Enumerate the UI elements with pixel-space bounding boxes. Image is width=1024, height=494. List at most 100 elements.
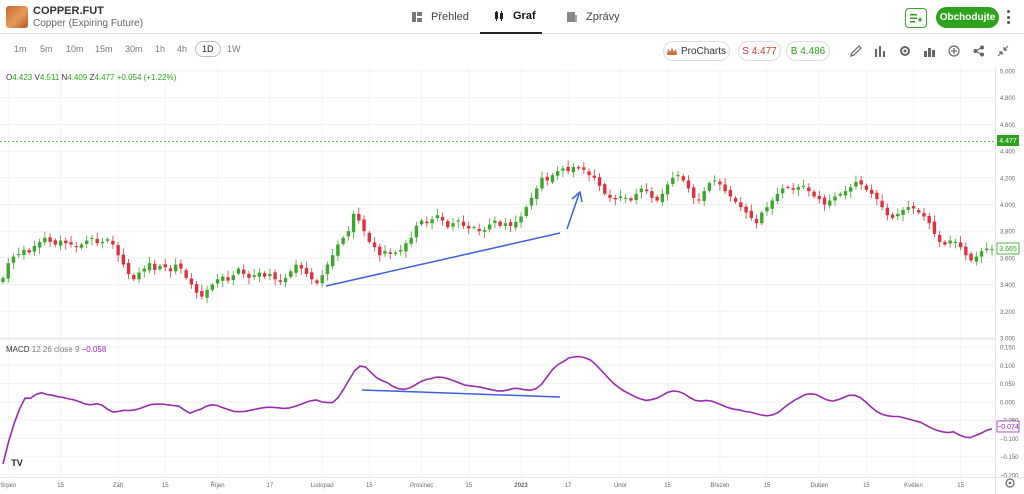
svg-text:TV: TV	[11, 458, 23, 468]
buy-button[interactable]: B 4.486	[786, 41, 830, 61]
time-tick-label: 15	[366, 483, 373, 489]
timeframe-1w[interactable]: 1W	[227, 44, 241, 54]
candle-body	[927, 215, 931, 224]
candle-body	[780, 188, 785, 194]
chart-type-icon[interactable]	[924, 45, 936, 57]
time-tick-label: Duben	[810, 483, 828, 489]
candle-body	[69, 242, 73, 245]
candle-body	[817, 195, 822, 200]
candle-body	[493, 220, 497, 223]
candle-body	[880, 200, 884, 208]
copper-logo	[6, 6, 28, 28]
timeframe-15m[interactable]: 15m	[95, 44, 113, 54]
time-tick-label: Srpen	[0, 483, 16, 489]
candle-body	[765, 207, 769, 212]
candle-body	[299, 265, 303, 269]
tab-news[interactable]: Zprávy	[567, 0, 620, 34]
timeframe-1h[interactable]: 1h	[155, 44, 166, 54]
collapse-icon[interactable]	[997, 45, 1009, 57]
candle-body	[566, 166, 570, 172]
share-icon[interactable]	[973, 45, 985, 57]
candle-body	[707, 183, 712, 191]
chart-grid	[0, 67, 995, 477]
timeframe-30m[interactable]: 30m	[125, 44, 143, 54]
settings-icon[interactable]	[899, 45, 911, 57]
timeframe-5m[interactable]: 5m	[40, 44, 53, 54]
time-tick-label: 15	[162, 483, 169, 489]
time-tick-label: Květen	[904, 483, 923, 489]
candle-body	[524, 207, 528, 216]
candle-body	[728, 190, 733, 197]
candle-body	[205, 289, 209, 298]
candle-body	[268, 273, 272, 277]
candle-body	[482, 229, 487, 232]
candle-body	[545, 176, 549, 181]
macd-tick-label: 0.000	[1000, 400, 1016, 406]
candle-body	[576, 167, 581, 169]
candle-body	[932, 221, 937, 234]
candle-body	[252, 275, 256, 277]
indicators-icon[interactable]	[874, 45, 886, 57]
candle-body	[786, 186, 790, 188]
tab-overview[interactable]: Přehled	[412, 0, 469, 34]
candle-body	[760, 212, 764, 224]
price-tick-label: 4.000	[1000, 203, 1016, 209]
add-watchlist-button[interactable]	[905, 8, 927, 28]
price-tick-label: 3.000	[1000, 337, 1016, 343]
candle-body	[304, 268, 309, 274]
candle-body	[535, 188, 539, 199]
candle-body	[64, 240, 68, 244]
candle-body	[937, 234, 942, 242]
candle-body	[833, 196, 837, 201]
candle-body	[294, 264, 298, 273]
timeframe-10m[interactable]: 10m	[66, 44, 84, 54]
candle-body	[221, 276, 225, 281]
time-tick-label: Únor	[614, 482, 627, 489]
candle-body	[692, 187, 696, 198]
candle-body	[613, 197, 617, 200]
last-price-badge	[997, 135, 1019, 146]
draw-pencil-icon[interactable]	[850, 45, 862, 57]
time-tick-label: 15	[465, 483, 472, 489]
candle-body	[48, 237, 52, 242]
candle-body	[770, 200, 774, 209]
macd-readout: MACD 12 26 close 9 −0.058	[6, 345, 107, 354]
tab-chart[interactable]: Graf	[480, 0, 542, 34]
candle-body	[456, 220, 460, 222]
price-chart[interactable]: 5.000 4.800 4.600 4.400 4.200 4.000 3.800 3.600…	[0, 67, 1024, 494]
candle-body	[435, 215, 440, 219]
candle-body	[158, 265, 162, 270]
candle-body	[310, 272, 314, 280]
trade-button[interactable]: Obchodujte	[936, 7, 999, 28]
candle-body	[733, 198, 738, 202]
candle-body	[440, 216, 445, 221]
candle-body	[32, 245, 37, 252]
macd-tick-label: −0.200	[1000, 474, 1019, 480]
candle-body	[90, 237, 94, 239]
timeframe-1d[interactable]: 1D	[195, 41, 221, 57]
candle-body	[383, 251, 387, 254]
sell-button[interactable]: S 4.477	[738, 41, 781, 61]
candle-body	[22, 249, 26, 255]
candle-body	[702, 191, 706, 202]
prochart-button[interactable]: ProCharts	[663, 41, 730, 61]
candle-body	[639, 188, 644, 193]
add-icon[interactable]	[948, 45, 960, 57]
price-tick-label: 3.800	[1000, 230, 1016, 236]
candle-body	[801, 185, 806, 187]
candle-body	[660, 193, 665, 203]
timeframe-1m[interactable]: 1m	[14, 44, 27, 54]
candle-body	[372, 242, 377, 248]
candle-body	[650, 191, 654, 198]
candle-body	[467, 225, 471, 229]
candle-body	[624, 197, 628, 199]
candle-body	[210, 284, 215, 290]
macd-tick-label: 0.050	[1000, 382, 1016, 388]
candle-body	[964, 246, 968, 256]
candle-body	[189, 278, 194, 285]
candle-body	[603, 184, 607, 194]
candle-body	[498, 221, 502, 226]
more-menu-icon[interactable]	[1006, 10, 1010, 24]
price-tick-label: 3.600	[1000, 256, 1016, 262]
timeframe-4h[interactable]: 4h	[177, 44, 188, 54]
